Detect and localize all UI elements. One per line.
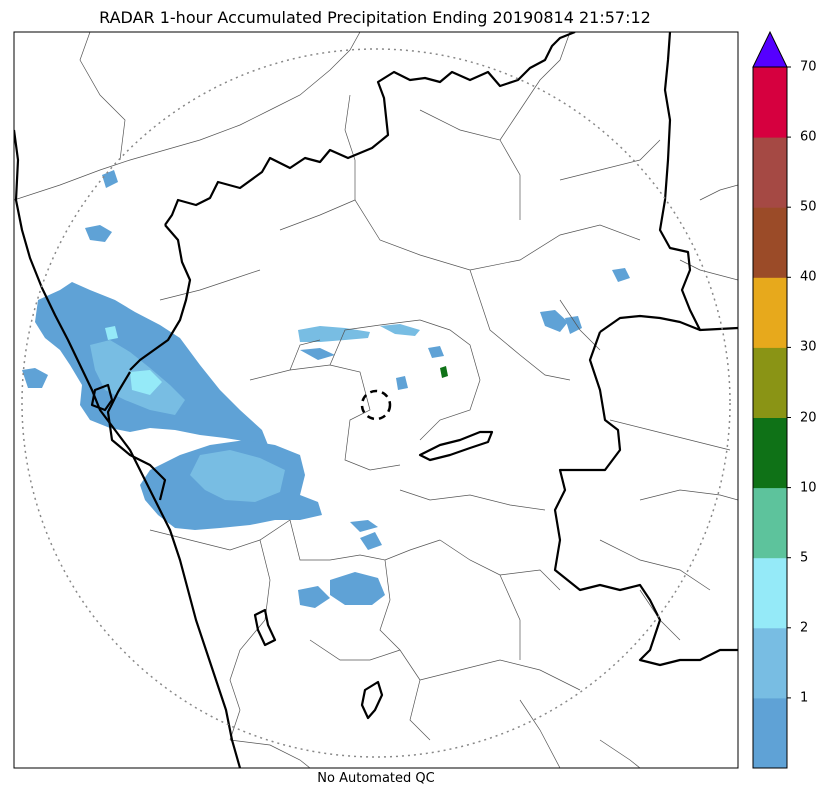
precip-small-2 [102,170,118,188]
colorbar-bin [753,697,787,769]
colorbar [752,30,791,769]
karnataka-north-border [164,32,576,226]
colorbar-tick-label: 2 [800,620,809,636]
map-panel[interactable] [14,32,738,768]
coastline-border [14,129,242,768]
colorbar-tick-label: 60 [800,129,817,145]
colorbar-bin [753,137,787,208]
eastern-border [658,32,738,332]
radar-site-marker [360,389,392,421]
colorbar-tick-label: 70 [800,59,817,75]
precip-north-streak-3 [300,348,335,360]
colorbar-bin [753,487,787,559]
colorbar-tick-label: 50 [800,199,817,215]
colorbar-tick-label: 20 [800,410,817,425]
colorbar-bin [753,277,787,348]
precip-east-dots [428,346,444,358]
colorbar-bin [753,417,787,489]
island-border-4 [90,383,114,412]
karnataka-kerala-border [106,371,167,501]
colorbar-bin [753,67,787,138]
colorbar-extend-arrow [752,30,788,68]
precip-east-dots-2 [396,376,408,390]
precip-bright-core-1 [130,370,162,395]
precip-medium-core-2 [190,450,285,502]
precip-north-streak-2 [380,324,420,336]
precip-small-3 [360,532,382,550]
precip-east-2 [565,316,582,334]
ap-border [553,314,738,667]
precip-west-edge [22,368,48,388]
colorbar-bin [753,347,787,418]
state-borders [14,32,738,768]
map-frame [13,31,739,769]
precip-south-blob-2 [298,586,330,608]
precip-north-streak [298,326,370,342]
footer-text: No Automated QC [317,771,435,786]
precip-east-1 [540,310,568,332]
precip-small-1 [85,225,112,242]
colorbar-bin [753,627,787,699]
plot-title: RADAR 1-hour Accumulated Precipitation E… [99,8,651,27]
island-border-1 [418,430,494,462]
colorbar-bin [753,207,787,278]
island-border-3 [360,680,384,720]
precip-south-blob [330,572,385,605]
precip-small-4 [350,520,378,532]
colorbar-tick-label: 30 [800,339,817,355]
island-border-2 [253,608,277,647]
colorbar-tick-label: 1 [800,690,809,706]
karnataka-west-border [129,224,192,371]
precip-green-speck [440,366,448,378]
district-borders [14,32,738,768]
colorbar-tick-label: 40 [800,269,817,285]
colorbar-bin [753,557,787,629]
colorbar-tick-label: 10 [800,480,817,496]
radar-range-ring [21,48,731,758]
precip-east-3 [612,268,630,282]
precip-bright-core-2 [105,326,118,340]
colorbar-tick-label: 5 [800,550,809,566]
